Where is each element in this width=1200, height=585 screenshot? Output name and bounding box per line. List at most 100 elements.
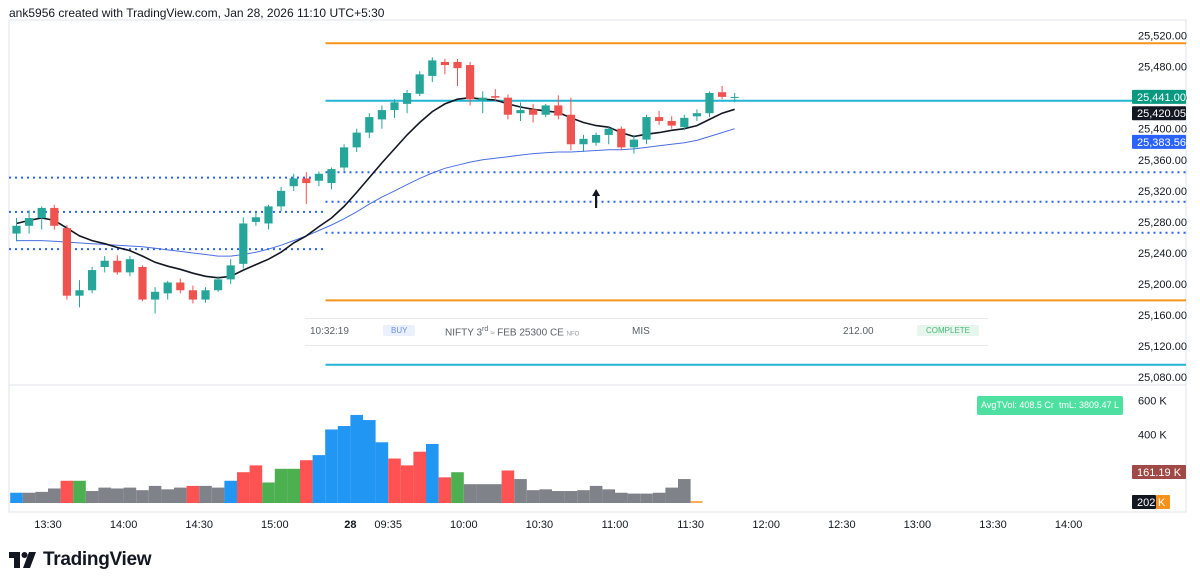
- volume-bar-19: [249, 465, 263, 503]
- candle-54: [692, 109, 701, 121]
- volume-bar-18: [237, 472, 250, 503]
- candle-26: [340, 144, 349, 172]
- candle-29: [377, 105, 386, 129]
- volume-bar-53: [678, 479, 691, 503]
- candle-24: [314, 171, 323, 187]
- candle-20: [264, 204, 273, 230]
- candle-body: [403, 93, 412, 104]
- volume-bar-15: [199, 485, 212, 503]
- price-tag-text: 25,383.56: [1137, 137, 1186, 149]
- candle-body: [629, 139, 638, 148]
- candle-34: [440, 58, 449, 75]
- order-time: 10:32:19: [310, 326, 349, 337]
- candle-52: [667, 116, 676, 129]
- candle-body: [579, 138, 588, 145]
- candle-body: [730, 96, 739, 98]
- order-symbol: NIFTY 3rd ≈ FEB 25300 CE NFO: [445, 326, 579, 338]
- candle-body: [440, 61, 449, 66]
- volume-bar-29: [375, 442, 389, 503]
- candle-body: [25, 218, 34, 226]
- candle-5: [75, 280, 84, 308]
- candle-body: [377, 110, 386, 120]
- candle-body: [251, 217, 260, 222]
- candle-9: [125, 256, 134, 277]
- volume-tag-bg: [1132, 465, 1186, 479]
- volume-bar-9: [123, 487, 137, 503]
- volume-bar-24: [312, 455, 326, 503]
- candle-body: [478, 97, 487, 101]
- time-tick-3: 15:00: [261, 519, 289, 531]
- candle-body: [37, 207, 46, 219]
- volume-bar-44: [564, 491, 578, 503]
- tradingview-logo[interactable]: TradingView: [9, 549, 152, 571]
- candle-3: [50, 204, 59, 230]
- candle-body: [352, 132, 361, 148]
- candle-23: [302, 172, 311, 205]
- candle-41: [529, 103, 538, 123]
- volume-bar-0: [10, 492, 23, 503]
- volume-bar-40: [514, 479, 527, 503]
- candle-body: [88, 270, 97, 291]
- candle-body: [188, 290, 197, 300]
- volume-bar-14: [186, 485, 200, 503]
- candle-16: [214, 276, 223, 292]
- volume-bar-34: [438, 477, 452, 503]
- candle-14: [188, 285, 197, 304]
- candle-body: [604, 128, 613, 135]
- candle-body: [151, 291, 160, 300]
- price-tick-5: 25,320.00: [1138, 186, 1187, 198]
- price-tick-0: 25,520.00: [1138, 31, 1187, 43]
- volume-bar-21: [274, 468, 288, 503]
- volume-bar-48: [615, 492, 628, 503]
- candle-body: [163, 282, 172, 294]
- price-tag-1: 25,420.05: [1132, 106, 1186, 121]
- order-product: MIS: [632, 326, 650, 337]
- arrow-head: [592, 189, 601, 196]
- candle-body: [566, 114, 575, 145]
- candle-8: [113, 255, 122, 275]
- time-tick-0: 13:30: [34, 519, 62, 531]
- candle-42: [541, 103, 550, 118]
- candle-body: [314, 173, 323, 181]
- volume-bar-23: [300, 460, 313, 503]
- candle-47: [604, 127, 613, 145]
- tml-volume-badge: tmL: 3809.47 L: [1055, 396, 1124, 415]
- candle-25: [327, 167, 336, 190]
- volume-bar-27: [350, 414, 363, 503]
- time-tick-8: 11:00: [602, 519, 629, 531]
- candle-38: [491, 89, 500, 101]
- price-tick-1: 25,480.00: [1138, 62, 1187, 74]
- volume-tag-text: 202: [1137, 497, 1155, 509]
- volume-bar-30: [388, 458, 401, 503]
- candle-17: [226, 259, 235, 285]
- candle-body: [592, 134, 601, 143]
- order-execution-row[interactable]: 10:32:19 BUY NIFTY 3rd ≈ FEB 25300 CE NF…: [305, 318, 988, 346]
- price-tag-bg: [1132, 106, 1186, 121]
- candle-22: [289, 173, 298, 191]
- candle-50: [642, 114, 651, 145]
- time-tick-7: 10:30: [526, 519, 554, 531]
- candle-body: [516, 110, 525, 114]
- candle-49: [629, 134, 638, 154]
- volume-bar-36: [463, 484, 477, 503]
- volume-bar-51: [652, 492, 666, 503]
- volume-tick-1: 400 K: [1138, 430, 1167, 442]
- candle-11: [151, 287, 160, 314]
- volume-bar-8: [111, 488, 124, 503]
- candle-body: [642, 117, 651, 140]
- volume-tick-0: 600 K: [1138, 395, 1167, 407]
- volume-bar-5: [73, 480, 86, 503]
- volume-bar-50: [640, 493, 653, 503]
- price-tag-bg: [1132, 89, 1186, 104]
- volume-bar-17: [224, 480, 237, 503]
- volume-bar-20: [262, 482, 275, 503]
- candle-body: [289, 178, 298, 187]
- volume-bar-3: [48, 488, 61, 503]
- volume-bar-52: [665, 487, 678, 503]
- candle-19: [251, 212, 260, 226]
- time-tick-10: 12:00: [752, 519, 780, 531]
- candle-body: [113, 260, 122, 273]
- volume-bar-28: [363, 420, 376, 503]
- candle-body: [705, 93, 714, 114]
